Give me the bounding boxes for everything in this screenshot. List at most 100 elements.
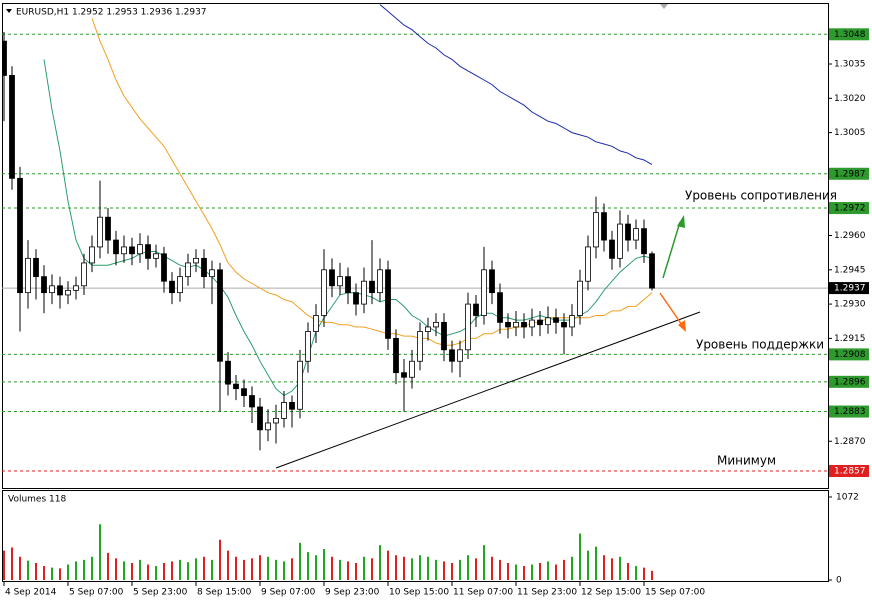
support-label: Уровень поддержки [696,338,824,352]
chart-header: EURUSD,H1 1.2952 1.2953 1.2936 1.2937 [16,8,207,18]
level-label: 1.2987 [834,169,866,179]
minimum-label: Минимум [717,454,776,468]
candle-body [57,285,63,296]
level-label-bg [829,375,869,388]
candle-body [609,239,615,259]
volume-tick-label: 0 [836,576,842,586]
candle-body [329,269,335,287]
candle-body [625,223,631,241]
candle-body [2,40,7,76]
last-price-label: 1.2937 [834,284,866,294]
candle-body [225,360,231,385]
candle-body [321,269,327,316]
candle-body [401,372,407,378]
candle-body [201,257,207,278]
min-label-bg [829,464,869,477]
candle-body [41,276,47,294]
candle-body [153,253,159,259]
candle-body [521,321,527,328]
candle-body [465,303,471,351]
volume-title: Volumes 118 [8,495,66,505]
y-tick-label: 1.2945 [834,265,866,275]
candle-body [641,228,647,255]
candle-body [569,315,575,328]
candle-body [249,395,255,408]
candle-body [233,383,239,390]
candle-body [585,246,591,282]
candle-body [33,257,39,278]
level-label: 1.3048 [834,30,866,40]
plot-layer: 1.3035 1.3020 1.3005 1.2960 1.2945 1.2930 1.29… [2,4,869,598]
y-tick-label: 1.3020 [834,94,866,104]
candle-body [217,269,223,362]
moving-average [379,4,653,166]
candle-body [601,212,607,241]
candle-body [305,331,311,362]
candle-body [457,349,463,362]
price-plot [2,4,828,472]
x-tick-label: 5 Sep 23:00 [133,588,188,598]
support-trend-line [275,311,701,469]
candle-body [425,326,431,332]
level-label-bg [829,405,869,418]
level-label: 1.2908 [834,350,866,360]
candle-body [177,276,183,294]
candle-body [433,321,439,328]
x-tick-label: 15 Sep 07:00 [645,588,705,598]
candle-body [73,285,79,291]
x-tick-label: 9 Sep 07:00 [261,588,316,598]
level-label-bg [829,202,869,215]
candle-body [529,319,535,328]
resistance-arrow [662,221,681,279]
candle-body [185,262,191,278]
y-tick-label: 1.3035 [834,60,866,70]
candle-body [345,276,351,294]
x-tick-label: 5 Sep 07:00 [69,588,124,598]
candle-body [121,246,127,255]
y-tick-label: 1.2960 [834,231,866,241]
candle-body [497,292,503,323]
x-tick-label: 11 Sep 23:00 [517,588,577,598]
candle-body [129,246,135,255]
y-tick-label: 1.2870 [834,437,866,447]
candle-body [25,257,31,294]
candle-body [257,406,263,431]
candle-body [553,317,559,323]
candle-body [9,75,15,179]
x-tick-label: 4 Sep 2014 [5,588,57,598]
candle-body [473,303,479,316]
candle-body [265,422,271,431]
candle-body [241,388,247,396]
candle-body [361,280,367,305]
candle-body [617,223,623,259]
candle-body [145,244,151,259]
candle-body [545,317,551,326]
level-label: 1.2883 [834,407,866,417]
x-tick-label: 8 Sep 15:00 [197,588,252,598]
scroll-marker [660,4,668,9]
candle-body [97,216,103,248]
candle-body [649,253,655,289]
volume-tick-label: 1072 [836,493,859,503]
candle-body [169,280,175,294]
candle-body [337,276,343,287]
candle-body [481,269,487,316]
candle-body [441,321,447,351]
candle-body [393,337,399,374]
candle-body [505,321,511,328]
candle-body [561,321,567,328]
resistance-label: Уровень сопротивления [685,189,837,203]
level-label: 1.2896 [834,377,866,387]
candle-body [417,331,423,362]
level-label: 1.2972 [834,204,866,214]
last-price-label-bg [829,282,869,295]
candle-body [577,280,583,316]
candle-body [297,360,303,410]
candle-body [489,269,495,294]
candle-body [137,244,143,255]
candle-body [105,216,111,241]
candle-body [89,246,95,264]
